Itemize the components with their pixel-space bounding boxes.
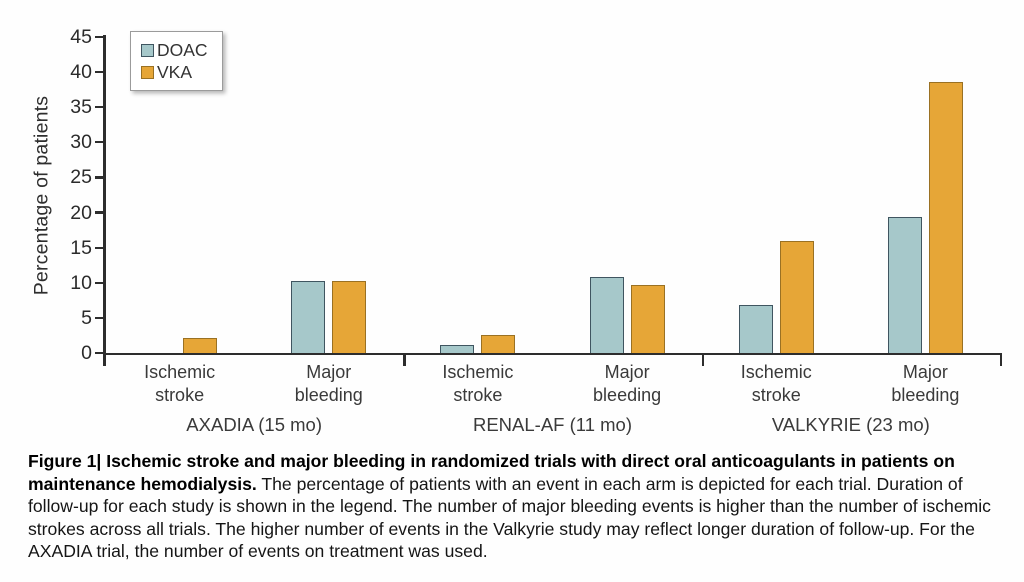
y-tick-mark [95,35,104,39]
legend-label: VKA [157,61,193,82]
y-tick-mark [95,106,104,109]
trial-group-label: AXADIA (15 mo) [186,414,323,435]
legend-swatch-vka-icon [141,65,154,79]
category-label: Ischemic stroke [144,362,216,405]
y-tick-label: 15 [70,236,92,259]
trial-group-label: RENAL-AF (11 mo) [472,414,632,435]
chart-legend: DOAC VKA [130,31,223,91]
category-slot [403,37,552,353]
y-tick-mark [95,71,104,74]
trial-group [105,37,403,353]
category-slot [105,37,254,353]
bar-vka [481,334,516,353]
category-slot [702,37,851,353]
y-tick-mark [95,176,104,179]
legend-label: DOAC [157,39,208,60]
y-tick-mark [95,246,104,249]
y-tick-label: 45 [70,26,92,48]
y-tick-label: 25 [70,166,92,189]
figure-caption: Figure 1| Ischemic stroke and major blee… [28,450,994,563]
y-tick-label: 20 [70,201,92,224]
caption-body: The percentage of patients with an event… [28,473,991,562]
category-label: Ischemic stroke [740,362,812,405]
y-tick-mark [95,351,104,355]
category-label: Major bleeding [891,362,960,405]
x-axis-line [103,352,1002,356]
trial-group-labels: AXADIA (15 mo) RENAL-AF (11 mo) VALKYRIE (… [105,414,1000,436]
y-tick-label: 10 [70,271,92,294]
category-label: Major bleeding [294,362,363,405]
bar-chart: Percentage of patients 0 5 10 15 20 25 30 35 40 4… [31,26,1003,436]
category-slot [851,37,1000,353]
trial-group [403,37,701,353]
category-label-group: Ischemic stroke Major bleeding [702,361,1000,406]
y-tick-label: 40 [70,61,92,84]
bar-vka [332,281,367,353]
bar-vka [183,338,218,353]
category-label-group: Ischemic stroke Major bleeding [403,361,701,406]
x-axis-separator-tick [999,353,1003,366]
y-tick-label: 35 [70,96,92,119]
y-tick-label: 30 [70,131,92,154]
bar-doac [291,280,326,353]
trial-group-label: VALKYRIE (23 mo) [771,414,930,435]
legend-swatch-doac-icon [141,43,154,57]
caption-title: Figure 1| Ischemic stroke and major blee… [28,451,955,494]
legend-row: VKA [141,61,208,83]
y-axis-line [103,35,106,366]
category-slot [254,37,403,353]
bar-vka [630,284,665,353]
bar-doac [887,217,922,353]
bar-doac [589,277,624,353]
y-tick-label: 5 [81,306,92,329]
x-axis-separator-tick [701,353,705,366]
bar-groups [105,37,1000,353]
y-tick-mark [95,281,104,284]
category-label-group: Ischemic stroke Major bleeding [105,361,403,406]
category-labels: Ischemic stroke Major bleeding Ischemic strok… [105,361,1000,406]
y-tick-mark [95,316,104,319]
x-axis-separator-tick [403,353,406,366]
y-tick-mark [95,141,104,144]
y-tick-mark [95,211,104,214]
bar-doac [738,305,773,353]
bar-doac [440,345,475,353]
bar-vka [928,81,963,353]
category-label: Ischemic stroke [442,362,514,405]
category-label: Major bleeding [593,362,662,405]
legend-row: DOAC [141,39,208,61]
trial-group [702,37,1000,353]
y-tick-label: 0 [81,342,92,364]
category-slot [553,37,702,353]
bar-vka [779,241,814,353]
